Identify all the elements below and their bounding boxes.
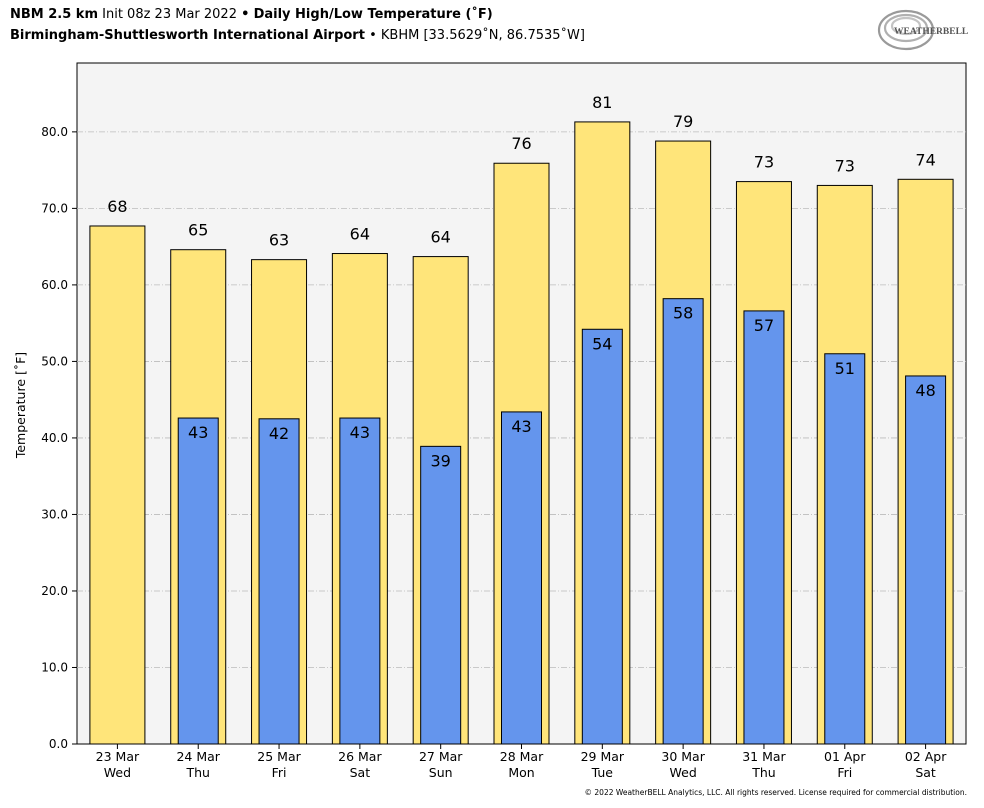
x-tick-date: 02 Apr: [905, 749, 947, 764]
low-value-label: 43: [350, 423, 370, 442]
x-tick-date: 31 Mar: [742, 749, 786, 764]
x-tick-date: 27 Mar: [419, 749, 463, 764]
low-value-label: 48: [915, 381, 935, 400]
x-tick-date: 28 Mar: [500, 749, 544, 764]
high-value-label: 73: [835, 156, 855, 175]
x-tick-day: Mon: [508, 765, 534, 780]
header-title-line: NBM 2.5 km Init 08z 23 Mar 2022 • Daily …: [10, 7, 493, 22]
y-tick-label: 30.0: [41, 507, 68, 521]
low-value-label: 42: [269, 424, 289, 443]
model-name: NBM 2.5 km: [10, 7, 98, 22]
y-tick-label: 60.0: [41, 278, 68, 292]
product-title: Daily High/Low Temperature (˚F): [253, 7, 493, 22]
init-time: Init 08z 23 Mar 2022: [102, 7, 237, 22]
x-tick-day: Fri: [837, 765, 852, 780]
high-value-label: 65: [188, 221, 208, 240]
low-bar: [743, 310, 785, 745]
low-bar: [501, 411, 542, 745]
low-bar: [905, 375, 947, 745]
copyright-notice: © 2022 WeatherBELL Analytics, LLC. All r…: [584, 788, 967, 797]
x-tick-date: 25 Mar: [257, 749, 301, 764]
low-value-label: 43: [188, 423, 208, 442]
station-name: Birmingham-Shuttlesworth International A…: [10, 28, 365, 43]
high-value-label: 64: [350, 225, 370, 244]
low-bar: [581, 328, 623, 745]
x-tick-date: 30 Mar: [661, 749, 705, 764]
x-tick-day: Fri: [272, 765, 287, 780]
low-value-label: 39: [431, 451, 451, 470]
x-tick-day: Tue: [591, 765, 614, 780]
y-tick-label: 70.0: [41, 201, 68, 215]
weatherbell-logo: WEATHERBELL: [877, 9, 968, 51]
x-tick-date: 01 Apr: [824, 749, 866, 764]
high-bar: [89, 225, 146, 745]
x-tick-day: Sat: [915, 765, 936, 780]
high-value-label: 68: [107, 197, 127, 216]
x-tick-date: 26 Mar: [338, 749, 382, 764]
x-tick-day: Thu: [185, 765, 209, 780]
x-tick-date: 23 Mar: [96, 749, 140, 764]
low-value-label: 54: [592, 334, 612, 353]
logo-text: WEATHERBELL: [894, 27, 968, 37]
x-tick-day: Sat: [350, 765, 371, 780]
low-value-label: 58: [673, 304, 693, 323]
low-value-label: 57: [754, 316, 774, 335]
separator: •: [369, 28, 377, 43]
x-tick-date: 29 Mar: [581, 749, 625, 764]
low-bar: [420, 445, 462, 745]
high-value-label: 76: [511, 134, 531, 153]
x-tick-date: 24 Mar: [176, 749, 220, 764]
low-bar: [824, 353, 866, 745]
x-tick-day: Sun: [429, 765, 453, 780]
low-bar: [662, 298, 704, 745]
y-tick-label: 80.0: [41, 125, 68, 139]
high-value-label: 74: [915, 150, 935, 169]
high-value-label: 64: [431, 228, 451, 247]
y-tick-label: 20.0: [41, 584, 68, 598]
x-tick-day: Wed: [670, 765, 697, 780]
low-bar: [258, 418, 300, 745]
station-code: KBHM [33.5629˚N, 86.7535˚W]: [380, 28, 585, 43]
low-bar: [339, 417, 381, 745]
y-tick-label: 10.0: [41, 660, 68, 674]
swirl-icon: [877, 9, 935, 51]
y-axis: 0.0 10.0 20.0 30.0 40.0 50.0 60.0 70.0 80.0: [41, 125, 77, 751]
low-bar: [177, 417, 219, 745]
x-tick-day: Wed: [104, 765, 131, 780]
high-value-label: 79: [673, 112, 693, 131]
high-value-label: 63: [269, 231, 289, 250]
high-value-label: 81: [592, 93, 612, 112]
x-tick-day: Thu: [751, 765, 775, 780]
y-tick-label: 50.0: [41, 354, 68, 368]
y-tick-label: 0.0: [49, 737, 68, 751]
low-value-label: 43: [511, 417, 531, 436]
low-value-label: 51: [835, 359, 855, 378]
high-value-label: 73: [754, 153, 774, 172]
y-axis-label: Temperature [˚F]: [13, 352, 28, 459]
header-station-line: Birmingham-Shuttlesworth International A…: [10, 28, 585, 43]
separator: •: [241, 7, 250, 22]
y-tick-label: 40.0: [41, 431, 68, 445]
